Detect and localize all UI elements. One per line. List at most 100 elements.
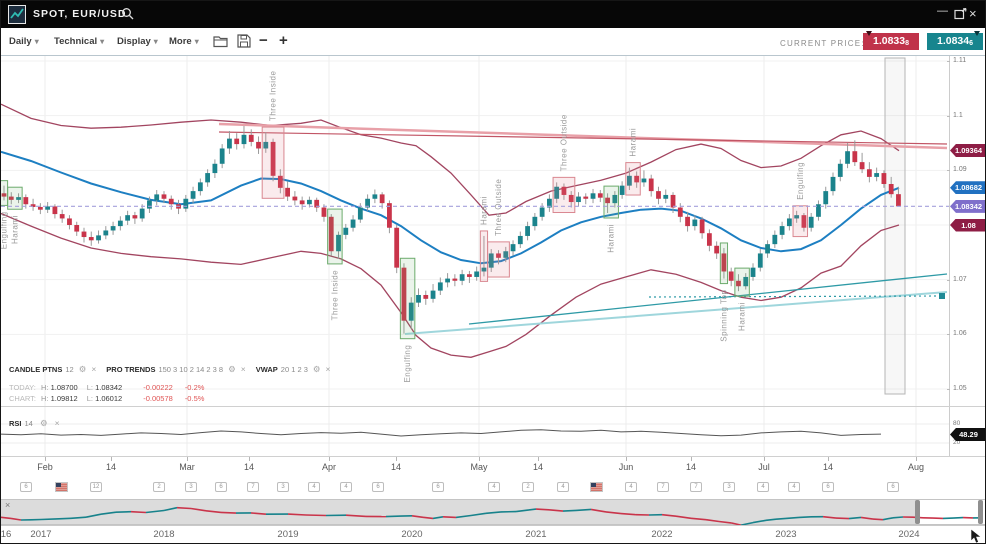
- range-handle-left[interactable]: [915, 500, 920, 524]
- menu-technical[interactable]: Technical ▾: [54, 36, 105, 47]
- calendar-event-icon[interactable]: 4: [488, 482, 500, 492]
- calendar-event-icon[interactable]: 4: [557, 482, 569, 492]
- calendar-event-icon[interactable]: 3: [185, 482, 197, 492]
- pattern-label: Engulfing: [1, 211, 9, 249]
- pattern-box[interactable]: [1, 180, 9, 206]
- time-tick-label: 14: [390, 462, 401, 472]
- pattern-box[interactable]: [487, 241, 510, 278]
- range-handle-right[interactable]: [978, 500, 983, 524]
- pattern-box[interactable]: [552, 176, 576, 214]
- pattern-box[interactable]: [734, 267, 750, 297]
- ask-price: 1.08346: [927, 31, 983, 50]
- pattern-box[interactable]: [603, 185, 619, 219]
- calendar-event-icon[interactable]: 4: [340, 482, 352, 492]
- timeline-segment: [485, 511, 502, 515]
- open-folder-icon[interactable]: [213, 34, 229, 48]
- menu-more[interactable]: More ▾: [169, 36, 199, 47]
- timeline-segment: [675, 515, 692, 520]
- zoom-in-button[interactable]: +: [279, 32, 288, 49]
- candle-body: [30, 204, 36, 207]
- calendar-event-icon[interactable]: 6: [215, 482, 227, 492]
- close-icon[interactable]: ×: [325, 364, 331, 374]
- menu-daily[interactable]: Daily ▾: [9, 36, 39, 47]
- popout-button[interactable]: [954, 8, 967, 20]
- close-icon[interactable]: ×: [240, 364, 246, 374]
- close-icon[interactable]: ×: [54, 418, 60, 428]
- time-tick-label: 14: [822, 462, 833, 472]
- pattern-box[interactable]: [327, 208, 343, 265]
- gear-icon[interactable]: ⚙: [39, 418, 48, 428]
- calendar-event-icon[interactable]: 6: [822, 482, 834, 492]
- calendar-event-icon[interactable]: 6: [432, 482, 444, 492]
- year-label: 2021: [525, 529, 547, 540]
- rsi-tick-label: 20: [953, 439, 961, 446]
- timeline-segment: [385, 515, 402, 518]
- trendline[interactable]: [648, 295, 942, 298]
- gear-icon[interactable]: ⚙: [312, 364, 321, 374]
- us-flag-icon[interactable]: [55, 482, 68, 492]
- pattern-box[interactable]: [7, 186, 23, 210]
- candle-body: [139, 208, 145, 219]
- search-icon[interactable]: [121, 7, 135, 21]
- close-icon[interactable]: ×: [91, 364, 97, 374]
- save-icon[interactable]: [237, 34, 251, 48]
- range-timeline[interactable]: [1, 499, 986, 525]
- calendar-event-icon[interactable]: 3: [723, 482, 735, 492]
- calendar-event-icon[interactable]: 4: [308, 482, 320, 492]
- calendar-event-icon[interactable]: 4: [788, 482, 800, 492]
- candle-body: [743, 276, 749, 287]
- calendar-event-icon[interactable]: 4: [757, 482, 769, 492]
- menu-display[interactable]: Display ▾: [117, 36, 158, 47]
- year-label: 2020: [401, 529, 423, 540]
- us-flag-icon[interactable]: [590, 482, 603, 492]
- timeline-segment: [411, 515, 424, 519]
- pane-divider[interactable]: [1, 406, 985, 407]
- candle-body: [488, 253, 494, 268]
- candle-body: [437, 282, 443, 291]
- calendar-event-icon[interactable]: 6: [887, 482, 899, 492]
- pattern-box[interactable]: [719, 242, 729, 285]
- timeline-close-icon[interactable]: ×: [5, 500, 11, 510]
- candle-body: [874, 173, 880, 177]
- candle-body: [423, 294, 429, 299]
- pattern-box[interactable]: [399, 257, 416, 340]
- pattern-box[interactable]: [792, 205, 809, 238]
- candle-body: [590, 193, 596, 199]
- close-button[interactable]: ×: [969, 6, 977, 21]
- pattern-label: Spinning Top: [719, 290, 728, 342]
- rsi-chart[interactable]: [1, 406, 949, 456]
- gear-icon[interactable]: ⚙: [78, 364, 87, 374]
- calendar-event-icon[interactable]: 4: [625, 482, 637, 492]
- trendline[interactable]: [468, 273, 948, 325]
- calendar-event-icon[interactable]: 3: [277, 482, 289, 492]
- minimize-button[interactable]: —: [937, 5, 948, 17]
- timeline-segment: [882, 517, 894, 521]
- calendar-event-icon[interactable]: 6: [372, 482, 384, 492]
- calendar-event-icon[interactable]: 7: [247, 482, 259, 492]
- candle-body: [67, 218, 72, 226]
- candle-body: [808, 216, 814, 228]
- pattern-box[interactable]: [261, 126, 285, 199]
- calendar-event-icon[interactable]: 2: [522, 482, 534, 492]
- timeline-segment: [718, 520, 732, 524]
- trendline[interactable]: [218, 131, 948, 145]
- pattern-box[interactable]: [625, 162, 641, 196]
- timeline-segment: [535, 508, 550, 511]
- gear-icon[interactable]: ⚙: [228, 364, 236, 374]
- calendar-event-icon[interactable]: 7: [690, 482, 702, 492]
- chevron-down-icon: ▾: [194, 37, 199, 46]
- candle-body: [481, 267, 487, 272]
- calendar-event-icon[interactable]: 7: [657, 482, 669, 492]
- calendar-event-icon[interactable]: 2: [153, 482, 165, 492]
- candle-body: [394, 227, 400, 268]
- trendline[interactable]: [218, 122, 948, 150]
- candle-body: [96, 235, 101, 241]
- zoom-out-button[interactable]: −: [259, 32, 268, 49]
- calendar-event-icon[interactable]: 12: [90, 482, 102, 492]
- pane-divider[interactable]: [1, 456, 985, 457]
- pattern-label: Three Inside: [269, 71, 278, 122]
- pattern-box[interactable]: [479, 230, 489, 282]
- trendline[interactable]: [404, 291, 948, 335]
- calendar-event-icon[interactable]: 6: [20, 482, 32, 492]
